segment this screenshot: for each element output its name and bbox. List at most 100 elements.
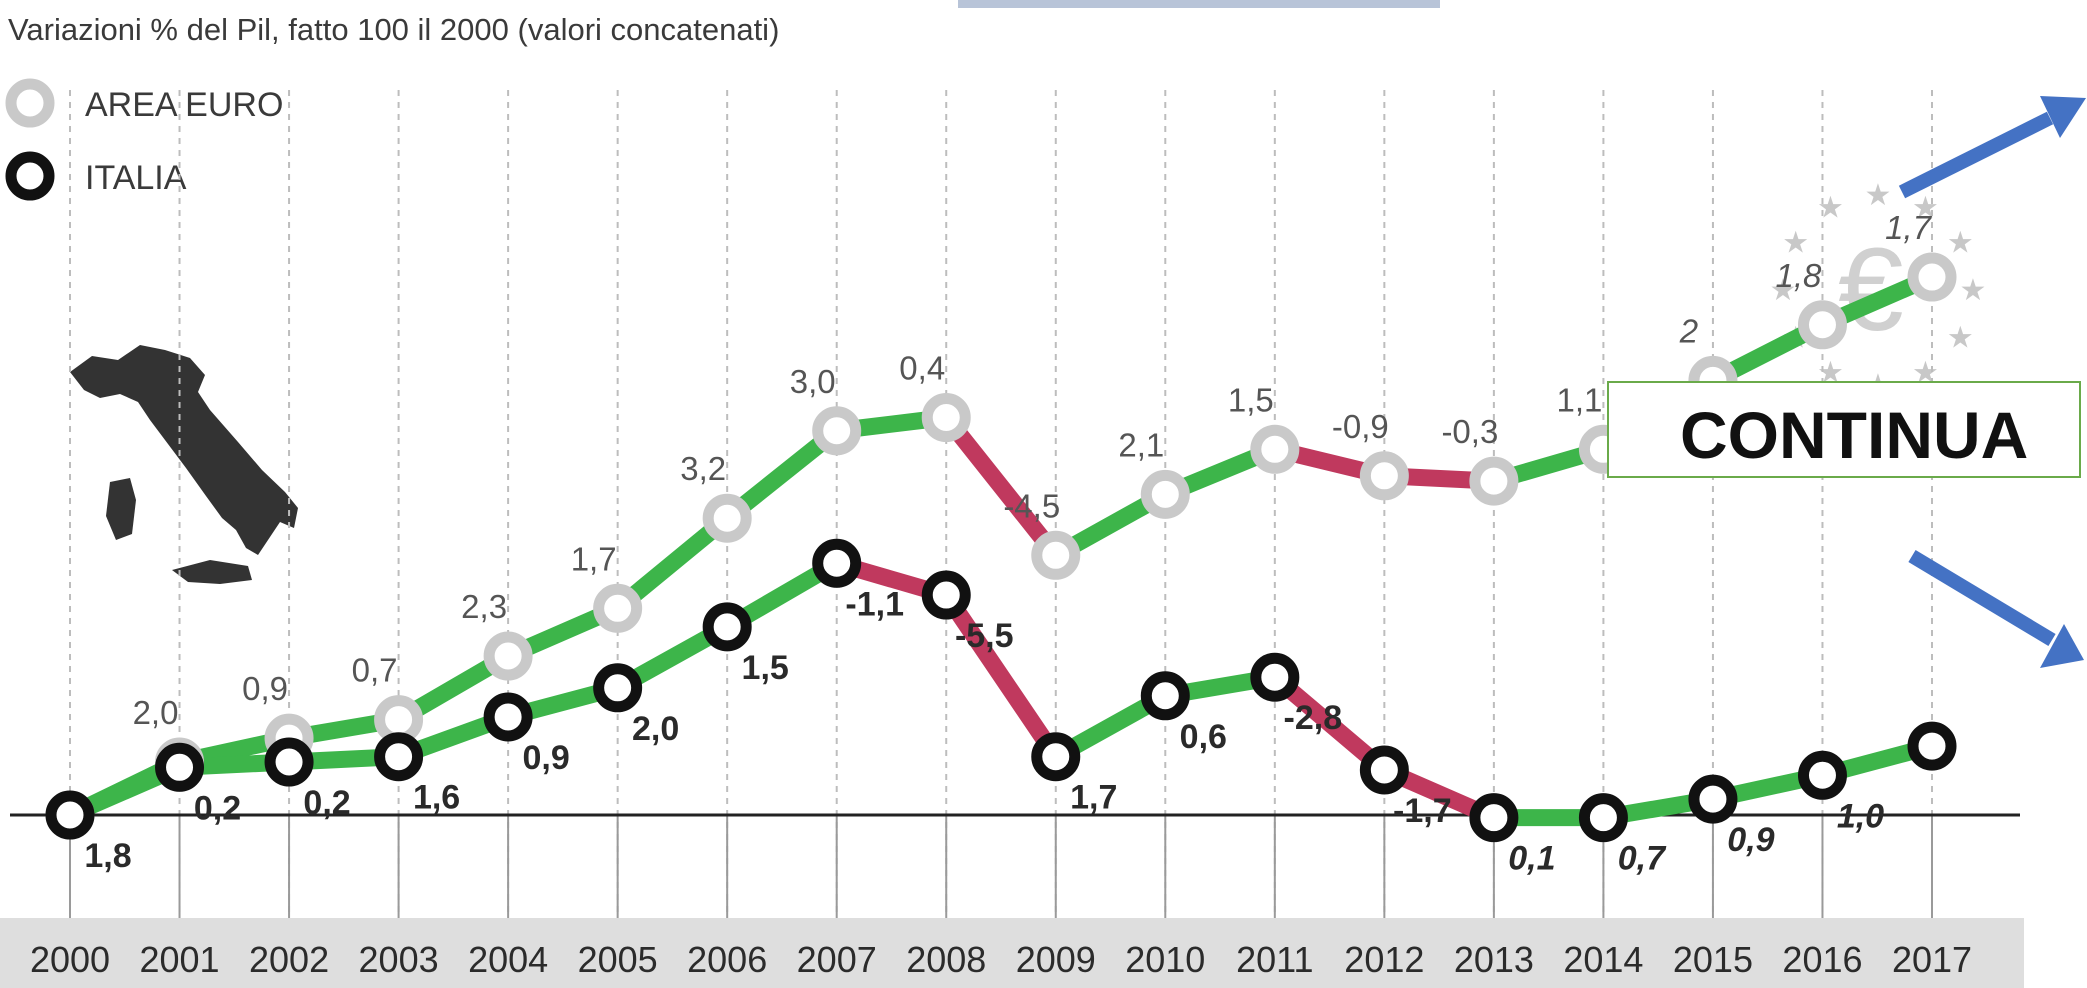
continua-box[interactable]	[1607, 381, 2081, 478]
data-point	[1688, 774, 1738, 824]
x-tick-label: 2004	[468, 939, 548, 980]
series-markers	[45, 252, 1957, 843]
data-point	[1578, 793, 1628, 843]
data-label-italia: 0,2	[194, 789, 241, 827]
data-label-italia: 1,6	[413, 779, 460, 817]
star-icon: ★	[1912, 191, 1939, 226]
data-label-italia: 1,7	[1070, 779, 1117, 817]
data-labels: 2,0 0,9 0,7 2,3 1,7 3,2 3,0 0,4 -4,5 2,1 1,5 -0,9 -0…	[84, 209, 1932, 878]
x-tick-label: 2000	[30, 939, 110, 980]
data-point	[374, 732, 424, 782]
data-label-italia: 0,7	[1618, 840, 1667, 878]
legend-marker-euro	[5, 78, 55, 128]
x-tick-label: 2007	[797, 939, 877, 980]
data-point	[45, 790, 95, 840]
series-segment	[937, 586, 1065, 766]
data-point	[483, 631, 533, 681]
data-label-italia: 1,0	[1837, 797, 1884, 835]
data-label-italia: 0,1	[1508, 840, 1555, 878]
data-point	[1797, 300, 1847, 350]
legend: AREA EURO ITALIA	[5, 78, 283, 201]
data-label-euro: 0,7	[352, 652, 398, 689]
x-tick-label: 2010	[1125, 939, 1205, 980]
data-label-euro: 2,3	[461, 588, 507, 625]
data-point	[1140, 671, 1190, 721]
x-tick-label: 2008	[906, 939, 986, 980]
x-tick-label: 2012	[1344, 939, 1424, 980]
data-label-italia: 1,5	[742, 649, 789, 687]
data-point	[1031, 530, 1081, 580]
data-point	[1907, 721, 1957, 771]
data-point	[1469, 793, 1519, 843]
series-lines	[61, 268, 1941, 827]
data-point	[593, 663, 643, 713]
data-label-italia: 0,9	[1727, 821, 1774, 859]
x-tick-label: 2006	[687, 939, 767, 980]
data-label-italia: -1,1	[845, 585, 904, 623]
star-icon: ★	[1770, 273, 1797, 308]
x-axis-ticks: 2000 2001 2002 2003 2004 2005 2006 2007 2008 2009…	[30, 939, 1972, 980]
x-tick-label: 2011	[1236, 939, 1313, 980]
x-tick-label: 2001	[139, 939, 219, 980]
data-label-euro: 3,0	[790, 363, 836, 400]
x-tick-label: 2014	[1563, 939, 1643, 980]
x-tick-label: 2016	[1782, 939, 1862, 980]
data-label-euro: 1,7	[1885, 209, 1933, 246]
data-point	[1250, 424, 1300, 474]
top-band	[958, 0, 1440, 8]
data-label-euro: 2,0	[133, 694, 179, 731]
data-point	[1140, 469, 1190, 519]
data-label-euro: 3,2	[680, 450, 726, 487]
data-label-italia: 0,6	[1180, 718, 1227, 756]
data-label-italia: -5,5	[955, 617, 1014, 655]
data-label-euro: 2	[1679, 312, 1698, 349]
data-label-euro: 2,1	[1118, 426, 1164, 463]
data-label-italia: 0,9	[522, 739, 569, 777]
x-tick-label: 2005	[578, 939, 658, 980]
data-label-euro: -0,3	[1441, 413, 1498, 450]
data-label-euro: 1,5	[1228, 381, 1274, 418]
x-tick-label: 2003	[359, 939, 439, 980]
data-point	[921, 570, 971, 620]
blue-arrow-down-icon	[1908, 549, 2084, 668]
star-icon: ★	[1947, 321, 1974, 356]
data-label-italia: 2,0	[632, 710, 679, 748]
data-point	[264, 737, 314, 787]
italy-map-icon	[70, 345, 298, 584]
data-point	[702, 602, 752, 652]
data-point	[155, 742, 205, 792]
data-point	[1031, 732, 1081, 782]
data-label-euro: 0,9	[242, 670, 288, 707]
legend-marker-italia	[5, 151, 55, 201]
data-point	[812, 406, 862, 456]
data-label-italia: -1,7	[1393, 792, 1452, 830]
x-axis-band	[0, 918, 2024, 988]
x-tick-label: 2017	[1892, 939, 1972, 980]
data-label-italia: -2,8	[1284, 699, 1343, 737]
data-point	[483, 692, 533, 742]
data-point	[1797, 750, 1847, 800]
data-label-euro: 1,7	[571, 540, 617, 577]
data-label-italia: 0,2	[303, 784, 350, 822]
data-point	[1359, 451, 1409, 501]
data-label-euro: -0,9	[1332, 408, 1389, 445]
series-segment	[937, 409, 1065, 564]
blue-arrow-up-icon	[1898, 96, 2086, 199]
data-label-euro: -4,5	[1003, 487, 1060, 524]
data-label-euro: 0,4	[899, 350, 945, 387]
data-label-euro: 1,1	[1556, 381, 1602, 418]
x-tick-label: 2002	[249, 939, 329, 980]
x-tick-label: 2009	[1016, 939, 1096, 980]
legend-label-euro: AREA EURO	[85, 86, 283, 124]
star-icon: ★	[1960, 273, 1987, 308]
data-label-italia: 1,8	[84, 837, 131, 875]
star-icon: ★	[1865, 178, 1892, 213]
x-tick-label: 2013	[1454, 939, 1534, 980]
continua-label: CONTINUA	[1680, 398, 2028, 472]
data-point	[702, 493, 752, 543]
chart-title: Variazioni % del Pil, fatto 100 il 2000 …	[8, 12, 779, 47]
star-icon: ★	[1782, 226, 1809, 261]
x-tick-label: 2015	[1673, 939, 1753, 980]
data-label-euro: 1,8	[1776, 257, 1823, 294]
